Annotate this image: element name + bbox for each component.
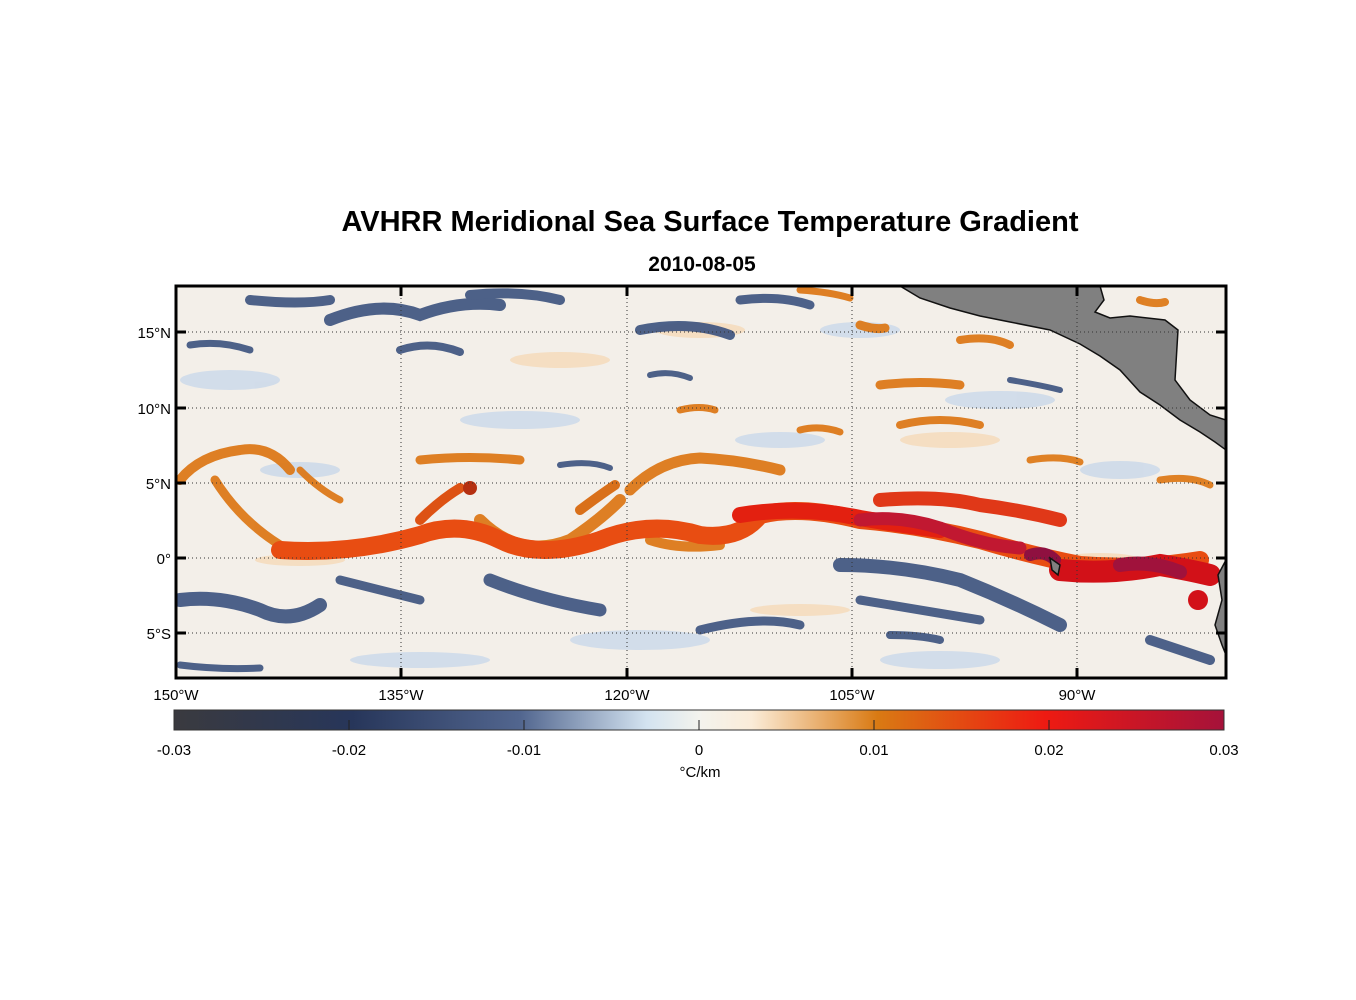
colorbar-tick-label: -0.01 (507, 742, 541, 759)
colorbar-ticks (348, 720, 1050, 730)
colorbar-tick-label: 0.03 (1209, 742, 1238, 759)
gradient-field (176, 286, 1226, 678)
colorbar-tick-label: -0.03 (157, 742, 191, 759)
lat-tick-label: 10°N (137, 401, 171, 418)
land-central-america (898, 286, 1226, 451)
colorbar-tick-label: 0 (695, 742, 703, 759)
land-south-america (1214, 559, 1226, 656)
lat-tick-label: 15°N (137, 325, 171, 342)
lat-tick-label: 0° (157, 551, 171, 568)
lon-tick-label: 90°W (1059, 687, 1097, 704)
lon-tick-label: 135°W (378, 687, 424, 704)
gridlines (176, 286, 1226, 678)
colorbar-tick-label: -0.02 (332, 742, 366, 759)
figure-subtitle: 2010-08-05 (648, 253, 756, 276)
colorbar-tick-label: 0.02 (1034, 742, 1063, 759)
lat-tick-label: 5°N (146, 476, 171, 493)
colorbar-units: °C/km (679, 764, 721, 781)
lon-tick-label: 120°W (604, 687, 650, 704)
lat-tick-label: 5°S (147, 626, 171, 643)
colorbar-tick-label: 0.01 (859, 742, 888, 759)
lon-tick-label: 150°W (153, 687, 199, 704)
lon-tick-label: 105°W (829, 687, 875, 704)
land-galapagos (1048, 556, 1061, 577)
figure-title: AVHRR Meridional Sea Surface Temperature… (341, 206, 1079, 238)
frame-ticks (176, 286, 1226, 678)
